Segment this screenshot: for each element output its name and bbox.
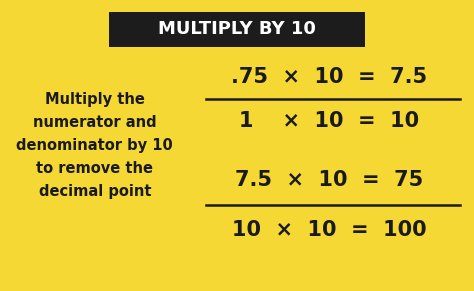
Text: MULTIPLY BY 10: MULTIPLY BY 10 [158,20,316,38]
FancyBboxPatch shape [109,12,365,47]
Text: 10  ×  10  =  100: 10 × 10 = 100 [232,220,427,240]
Text: 1    ×  10  =  10: 1 × 10 = 10 [239,111,419,131]
Text: Multiply the
numerator and
denominator by 10
to remove the
decimal point: Multiply the numerator and denominator b… [17,93,173,198]
Text: .75  ×  10  =  7.5: .75 × 10 = 7.5 [231,67,428,87]
Text: 7.5  ×  10  =  75: 7.5 × 10 = 75 [235,171,424,190]
